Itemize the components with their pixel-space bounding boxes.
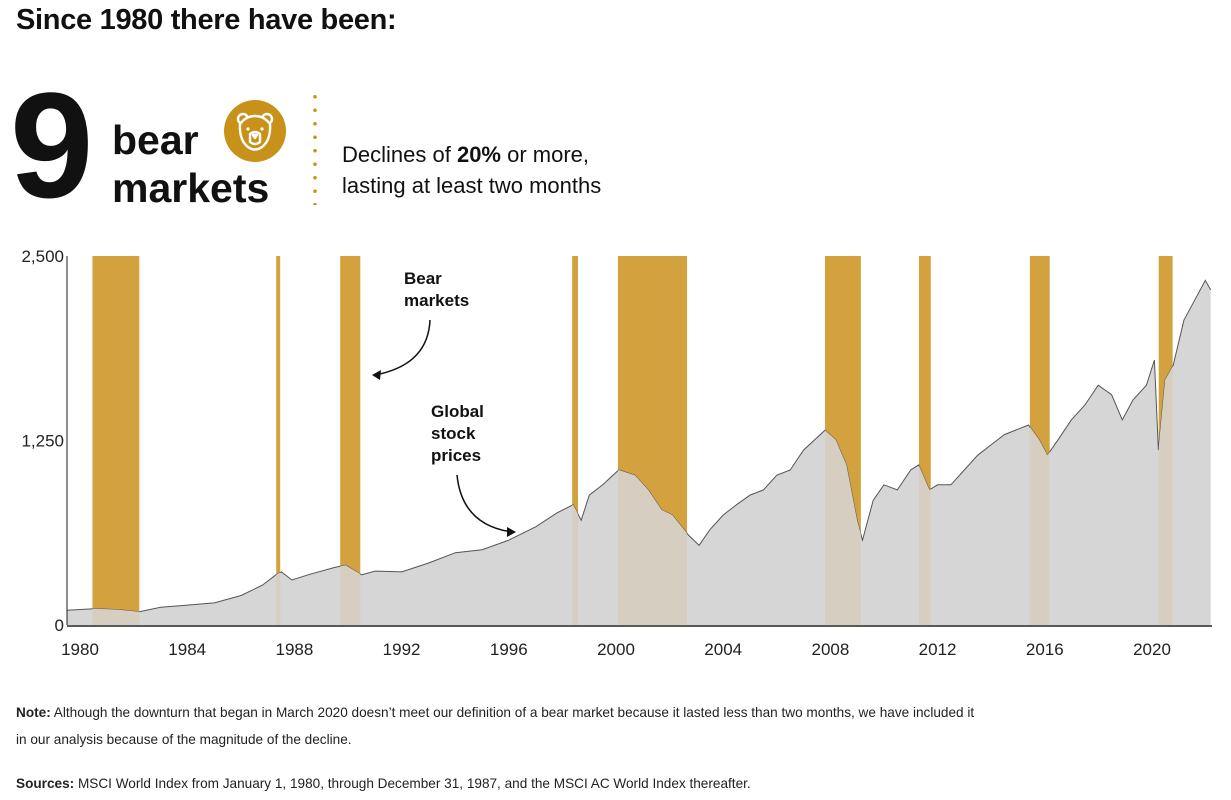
definition-line-1: Declines of 20% or more, [342, 142, 589, 168]
definition-pre: Declines of [342, 142, 457, 167]
x-tick-label: 2012 [919, 640, 957, 659]
price-line [66, 279, 1212, 613]
bear-market-band [572, 256, 579, 625]
annotations: Bear markets Global stock prices [372, 269, 516, 537]
bear-market-band [276, 256, 281, 625]
bear-market-band [92, 256, 140, 625]
bear-market-count: 9 [10, 61, 93, 229]
x-tick-label: 2000 [597, 640, 635, 659]
dotted-divider [313, 90, 317, 205]
note-text: Although the downturn that began in Marc… [50, 705, 975, 720]
annotation-label: stock [431, 424, 476, 443]
count-label-bear: bear [112, 117, 199, 163]
x-tick-label: 2004 [704, 640, 742, 659]
x-tick-label: 2020 [1133, 640, 1171, 659]
count-label-markets: markets [112, 165, 270, 211]
x-tick-label: 2008 [811, 640, 849, 659]
sources-text: MSCI World Index from January 1, 1980, t… [74, 776, 751, 791]
x-tick-label: 1984 [168, 640, 206, 659]
note-continued: in our analysis because of the magnitude… [16, 732, 352, 747]
definition-threshold: 20% [456, 142, 501, 167]
bear-market-band [340, 256, 361, 625]
annotation-label: markets [404, 291, 469, 310]
x-tick-label: 1980 [61, 640, 99, 659]
arrowhead-icon [372, 370, 381, 380]
annotation-label: Global [431, 402, 484, 421]
definition-post: or more, [501, 142, 590, 167]
axes: 0 1,250 2,500 1980 1984 1988 1992 1996 2000 2004 2… [21, 247, 1212, 659]
note-label: Note: [16, 705, 51, 720]
note: Note: Although the downturn that began i… [16, 705, 974, 720]
bear-market-band [918, 256, 931, 625]
arrowhead-icon [507, 527, 516, 537]
x-tick-label: 1988 [275, 640, 313, 659]
page-title: Since 1980 there have been: [16, 4, 397, 36]
definition-line-2: lasting at least two months [342, 173, 602, 198]
y-tick-label: 0 [55, 616, 64, 635]
bear-markets-arrow [374, 319, 431, 376]
sources: Sources: MSCI World Index from January 1… [16, 776, 751, 791]
annotation-label: prices [431, 446, 481, 465]
annotation-label: Bear [404, 269, 442, 288]
y-tick-label: 1,250 [21, 432, 64, 451]
x-tick-label: 2016 [1026, 640, 1064, 659]
x-tick-label: 1992 [383, 640, 421, 659]
sources-label: Sources: [16, 776, 75, 791]
stock-prices-arrow [456, 474, 513, 533]
y-tick-label: 2,500 [21, 247, 64, 266]
bear-market-chart: 0 1,250 2,500 1980 1984 1988 1992 1996 2000 2004 2… [21, 247, 1212, 659]
x-tick-label: 1996 [490, 640, 528, 659]
bear-face-icon [224, 100, 286, 162]
